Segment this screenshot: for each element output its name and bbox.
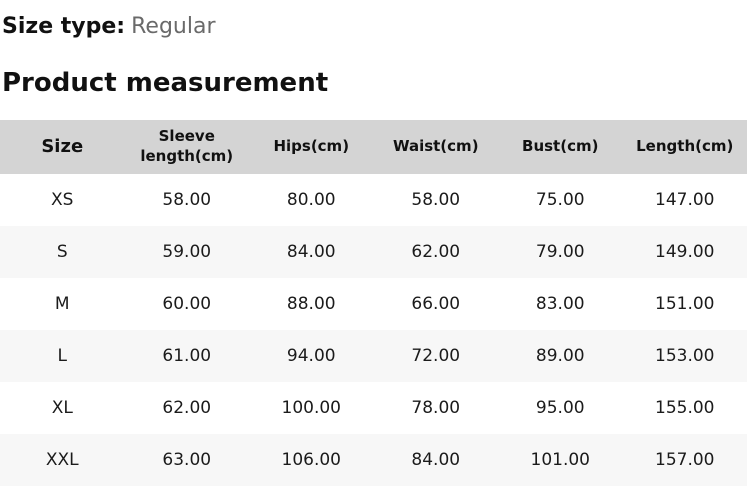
table-cell: 155.00 — [655, 397, 715, 418]
column-header-sleeve-length: Sleeve length(cm) — [140, 127, 234, 165]
table-cell: 95.00 — [535, 397, 585, 418]
table-cell: 72.00 — [411, 345, 461, 366]
table-cell: 89.00 — [535, 345, 585, 366]
table-cell: 88.00 — [286, 293, 336, 314]
column-header-hips: Hips(cm) — [273, 136, 350, 155]
size-type-line: Size type: Regular — [2, 13, 750, 41]
table-cell: 75.00 — [535, 189, 585, 210]
column-header-bust: Bust(cm) — [522, 136, 599, 155]
table-cell: 157.00 — [655, 449, 715, 470]
size-type-value: Regular — [131, 14, 216, 39]
size-cell: XXL — [45, 449, 79, 470]
table-cell: 147.00 — [655, 189, 715, 210]
table-cell: 153.00 — [655, 345, 715, 366]
size-cell: XS — [51, 189, 74, 210]
table-cell: 149.00 — [655, 241, 715, 262]
table-cell: 83.00 — [535, 293, 585, 314]
table-cell: 84.00 — [286, 241, 336, 262]
table-row-m: M 60.00 88.00 66.00 83.00 151.00 — [0, 277, 747, 330]
table-row-xs: XS 58.00 80.00 58.00 75.00 147.00 — [0, 173, 747, 226]
table-cell: 100.00 — [281, 397, 341, 418]
size-cell: L — [57, 345, 67, 366]
table-cell: 101.00 — [530, 449, 590, 470]
column-header-size: Size — [41, 135, 84, 157]
column-header-waist: Waist(cm) — [392, 136, 479, 155]
section-title: Product measurement — [2, 67, 329, 98]
table-row-xxl: XXL 63.00 106.00 84.00 101.00 157.00 — [0, 433, 747, 486]
measurement-table-body: XS 58.00 80.00 58.00 75.00 147.00 S 59.0… — [0, 173, 747, 486]
header-row: Size Sleeve length(cm) Hips(cm) Waist(cm… — [0, 119, 747, 174]
table-cell: 59.00 — [162, 241, 212, 262]
column-header-length: Length(cm) — [636, 136, 734, 155]
table-cell: 61.00 — [162, 345, 212, 366]
size-cell: M — [54, 293, 70, 314]
table-cell: 58.00 — [411, 189, 461, 210]
table-cell: 80.00 — [286, 189, 336, 210]
table-cell: 151.00 — [655, 293, 715, 314]
measurement-table-header: Size Sleeve length(cm) Hips(cm) Waist(cm… — [0, 119, 747, 174]
table-row-l: L 61.00 94.00 72.00 89.00 153.00 — [0, 329, 747, 382]
table-cell: 94.00 — [286, 345, 336, 366]
table-cell: 84.00 — [411, 449, 461, 470]
table-cell: 79.00 — [535, 241, 585, 262]
table-row-s: S 59.00 84.00 62.00 79.00 149.00 — [0, 225, 747, 278]
table-cell: 62.00 — [411, 241, 461, 262]
table-cell: 66.00 — [411, 293, 461, 314]
table-cell: 106.00 — [281, 449, 341, 470]
size-cell: XL — [51, 397, 73, 418]
table-cell: 58.00 — [162, 189, 212, 210]
table-cell: 62.00 — [162, 397, 212, 418]
table-row-xl: XL 62.00 100.00 78.00 95.00 155.00 — [0, 381, 747, 434]
size-cell: S — [56, 241, 68, 262]
size-type-label: Size type: — [2, 14, 126, 39]
table-cell: 63.00 — [162, 449, 212, 470]
table-cell: 78.00 — [411, 397, 461, 418]
table-cell: 60.00 — [162, 293, 212, 314]
measurement-table: Size Sleeve length(cm) Hips(cm) Waist(cm… — [0, 119, 747, 486]
